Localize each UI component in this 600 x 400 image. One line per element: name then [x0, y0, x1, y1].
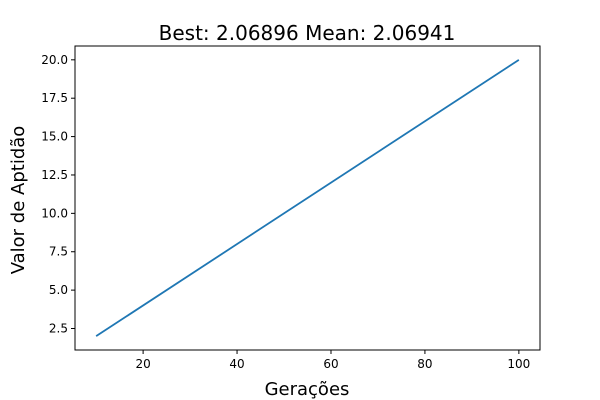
x-tick-label: 60 [323, 357, 338, 371]
x-tick-label: 40 [229, 357, 244, 371]
y-tick-label: 2.5 [49, 322, 68, 336]
y-tick-label: 12.5 [41, 168, 68, 182]
y-tick-label: 15.0 [41, 130, 68, 144]
y-tick-label: 10.0 [41, 206, 68, 220]
plot-frame [74, 45, 541, 351]
x-axis-label: Gerações [265, 379, 350, 400]
y-tick-label: 7.5 [49, 245, 68, 259]
x-tick-label: 80 [417, 357, 432, 371]
y-axis-ticks: 2.5 5.0 7.5 10.0 12.5 15.0 17.5 20.0 [41, 53, 75, 336]
y-tick-label: 20.0 [41, 53, 68, 67]
y-axis-label: Valor de Aptidão [8, 126, 29, 275]
chart-title: Best: 2.06896 Mean: 2.06941 [159, 21, 456, 45]
x-tick-label: 20 [135, 357, 150, 371]
plot-area [74, 45, 541, 351]
y-tick-label: 5.0 [49, 283, 68, 297]
series-line-0 [95, 59, 520, 337]
y-tick-label: 17.5 [41, 91, 68, 105]
x-axis-ticks: 20 40 60 80 100 [135, 350, 530, 371]
x-tick-label: 100 [507, 357, 530, 371]
